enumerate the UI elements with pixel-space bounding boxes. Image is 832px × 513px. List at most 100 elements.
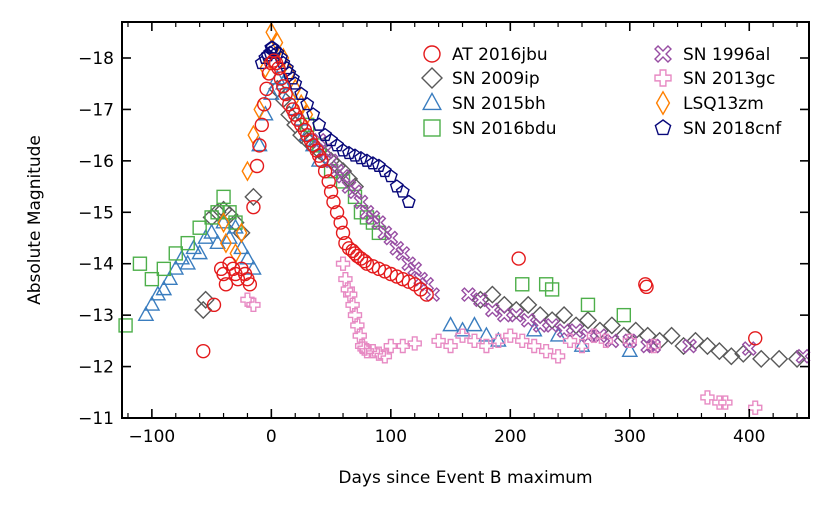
- data-point: [314, 153, 329, 169]
- data-point: [167, 259, 185, 275]
- data-point: [682, 338, 698, 354]
- series-at-2016jbu: [196, 53, 763, 359]
- legend-item: SN 2018cnf: [654, 119, 782, 139]
- data-point: [511, 251, 526, 266]
- data-point: [345, 297, 360, 313]
- data-point: [137, 305, 155, 322]
- data-point: [321, 174, 336, 189]
- data-point: [132, 256, 148, 271]
- data-point: [419, 287, 434, 302]
- data-point: [149, 285, 167, 301]
- legend-marker: [654, 45, 672, 63]
- x-tick-label: 200: [494, 427, 526, 447]
- legend-item: SN 2009ip: [421, 67, 540, 89]
- y-tick-label: −14: [78, 255, 114, 275]
- data-point: [454, 321, 471, 337]
- data-point: [263, 84, 280, 100]
- legend-label: SN 2013gc: [683, 69, 775, 89]
- data-point: [562, 333, 578, 349]
- data-point: [621, 341, 639, 358]
- data-point: [294, 86, 309, 100]
- data-point: [598, 333, 614, 349]
- data-point: [185, 239, 203, 255]
- data-point: [118, 318, 133, 333]
- data-point: [478, 326, 495, 342]
- data-point: [270, 45, 285, 59]
- data-point: [639, 279, 654, 295]
- data-point: [343, 287, 358, 302]
- data-point: [233, 239, 250, 255]
- legend-label: SN 2016bdu: [452, 119, 557, 139]
- data-point: [345, 243, 360, 259]
- y-tick-label: −17: [78, 100, 114, 120]
- data-point: [443, 338, 458, 354]
- data-point: [197, 228, 214, 244]
- data-point: [264, 55, 279, 71]
- legend-marker: [654, 69, 672, 87]
- y-tick-label: −15: [78, 203, 114, 223]
- data-point: [306, 107, 321, 121]
- x-axis-label: Days since Event B maximum: [338, 468, 592, 488]
- legend-item: LSQ13zm: [655, 90, 764, 116]
- data-point: [312, 117, 327, 131]
- data-point: [179, 254, 197, 270]
- y-tick-label: −13: [78, 306, 114, 326]
- data-point: [748, 400, 763, 415]
- data-point: [251, 136, 268, 152]
- data-point: [646, 338, 661, 354]
- data-point: [770, 349, 789, 368]
- legend-marker: [423, 45, 441, 63]
- legend-marker: [421, 67, 443, 89]
- data-point: [515, 277, 530, 292]
- data-point: [549, 326, 567, 342]
- data-point: [389, 240, 405, 256]
- data-point: [491, 333, 506, 349]
- data-point: [527, 338, 542, 354]
- data-point: [484, 302, 500, 318]
- data-point: [246, 199, 261, 215]
- data-point: [544, 282, 560, 297]
- data-point: [371, 346, 387, 361]
- data-point: [335, 225, 351, 241]
- data-point: [144, 271, 160, 287]
- data-point: [401, 256, 417, 272]
- data-point: [395, 338, 410, 354]
- data-point: [357, 253, 372, 269]
- data-point: [338, 271, 353, 287]
- data-point: [273, 50, 288, 64]
- data-point: [242, 277, 258, 292]
- y-axis: −18 −17 −16 −15 −14 −13 −12 −11: [78, 49, 809, 429]
- data-point: [210, 205, 225, 220]
- data-point: [235, 222, 248, 244]
- data-point: [263, 45, 278, 59]
- data-point: [508, 307, 524, 323]
- data-point: [425, 287, 441, 303]
- data-point: [323, 184, 339, 199]
- legend-label: SN 2018cnf: [683, 119, 782, 139]
- data-point: [244, 187, 263, 206]
- data-point: [710, 342, 729, 361]
- data-point: [340, 282, 356, 297]
- data-point: [752, 349, 771, 368]
- legend-label: LSQ13zm: [683, 94, 764, 114]
- legend-marker: [422, 91, 442, 111]
- data-point: [580, 297, 596, 313]
- data-point: [335, 256, 351, 271]
- data-point: [407, 336, 422, 351]
- data-point: [221, 228, 238, 244]
- data-point: [646, 338, 662, 354]
- data-point: [700, 390, 715, 405]
- data-point: [460, 287, 476, 303]
- data-point: [395, 184, 410, 198]
- data-point: [401, 194, 416, 208]
- data-point: [525, 321, 543, 337]
- y-tick-label: −11: [78, 409, 114, 429]
- y-axis-label: Absolute Magnitude: [25, 135, 45, 305]
- data-point: [467, 333, 482, 349]
- data-point: [245, 259, 262, 275]
- data-point: [357, 341, 372, 356]
- y-tick-label: −18: [78, 49, 114, 69]
- x-tick-label: −100: [129, 427, 176, 447]
- data-point: [252, 138, 267, 153]
- data-point: [592, 328, 608, 344]
